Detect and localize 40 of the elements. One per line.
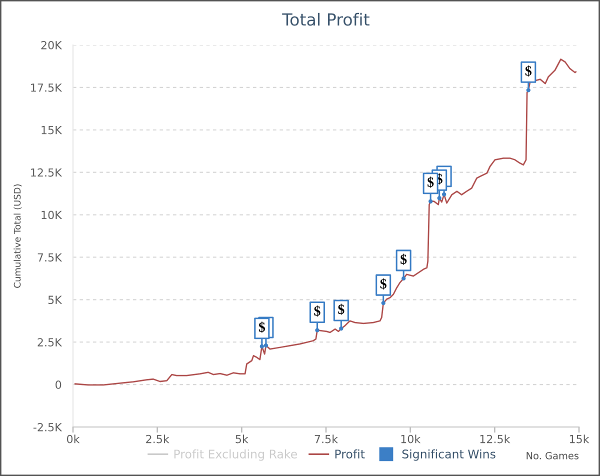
- point: [260, 344, 264, 348]
- y-tick-label: -2.5K: [33, 422, 62, 432]
- point: [428, 199, 433, 204]
- x-tick-label: 15k: [570, 434, 590, 444]
- x-tick-label: 0k: [66, 434, 80, 444]
- x-tick-label: 7.5k: [314, 434, 338, 444]
- point: [526, 88, 530, 92]
- data-label: $: [380, 278, 386, 290]
- y-tick-label: 5K: [48, 296, 62, 304]
- y-axis-title: Cumulative Total (USD): [14, 184, 22, 288]
- y-tick-label: 10K: [42, 210, 62, 220]
- x-tick-label: 10k: [401, 434, 421, 444]
- y-tick-label: 17.5K: [31, 84, 62, 92]
- point: [437, 196, 442, 200]
- y-tick-label: 20K: [41, 40, 62, 50]
- x-tick-label: 5k: [236, 434, 248, 444]
- y-tick-label: 15K: [42, 126, 62, 134]
- x-tick-label: 12.5k: [480, 434, 510, 444]
- point: [315, 328, 320, 332]
- point: [381, 300, 386, 306]
- x-axis-title: No. Games: [526, 452, 579, 460]
- x-tick-label: 2.5k: [146, 434, 170, 444]
- legend-label: Significant Wins: [402, 449, 496, 461]
- point: [339, 326, 344, 331]
- data-label: $: [314, 306, 320, 317]
- data-label: $: [258, 322, 265, 333]
- line-series: [74, 58, 577, 386]
- data-label: $: [338, 304, 344, 315]
- chart-title: Total Profit: [282, 12, 370, 26]
- y-tick-label: 0: [56, 380, 62, 389]
- data-label: $: [428, 176, 434, 188]
- y-tick-label: 2.5K: [38, 338, 62, 346]
- legend-label: Profit: [335, 449, 365, 458]
- y-tick-label: 7.5K: [38, 253, 62, 262]
- point: [442, 192, 446, 196]
- point: [402, 276, 406, 281]
- data-label: $: [400, 254, 407, 265]
- y-tick-label: 12.5K: [31, 168, 62, 177]
- data-label: $: [525, 65, 532, 77]
- point: [264, 343, 268, 348]
